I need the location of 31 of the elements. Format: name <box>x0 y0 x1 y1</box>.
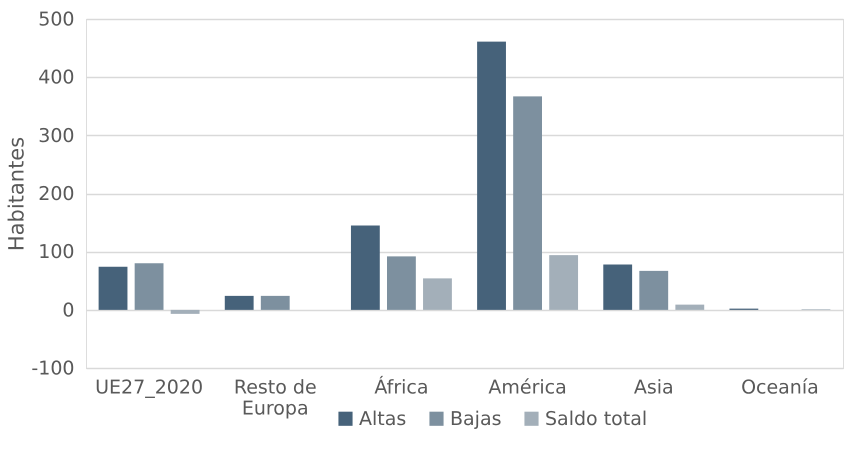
y-tick-label: 100 <box>38 241 74 264</box>
legend-label: Bajas <box>450 408 502 430</box>
y-tick-label: 400 <box>38 66 74 89</box>
bar <box>260 296 290 310</box>
bar <box>639 270 668 310</box>
legend-label: Saldo total <box>545 408 648 430</box>
bar <box>98 266 128 310</box>
bar <box>513 96 542 310</box>
bar <box>423 278 452 310</box>
y-tick-label: 0 <box>62 299 74 322</box>
bar <box>224 296 254 310</box>
x-tick-label: Asia <box>634 376 674 398</box>
bar <box>477 42 506 310</box>
bar <box>170 310 200 314</box>
bar <box>603 264 632 310</box>
x-tick-label: Resto de Europa <box>234 376 317 420</box>
x-tick-label: Oceanía <box>741 376 819 398</box>
bar <box>350 225 380 310</box>
legend-label: Altas <box>359 408 406 430</box>
bar <box>549 255 578 310</box>
y-tick-label: 200 <box>38 183 74 205</box>
y-tick-label: -100 <box>31 358 74 380</box>
y-tick-label: 300 <box>38 124 74 147</box>
bar <box>134 263 164 310</box>
y-tick-label: 500 <box>38 8 74 30</box>
y-axis-title: Habitantes <box>4 136 28 252</box>
x-tick-label: UE27_2020 <box>95 376 204 398</box>
bar <box>675 304 704 310</box>
x-tick-label: África <box>374 376 429 398</box>
x-tick-label: América <box>488 376 567 398</box>
bar <box>387 256 416 310</box>
